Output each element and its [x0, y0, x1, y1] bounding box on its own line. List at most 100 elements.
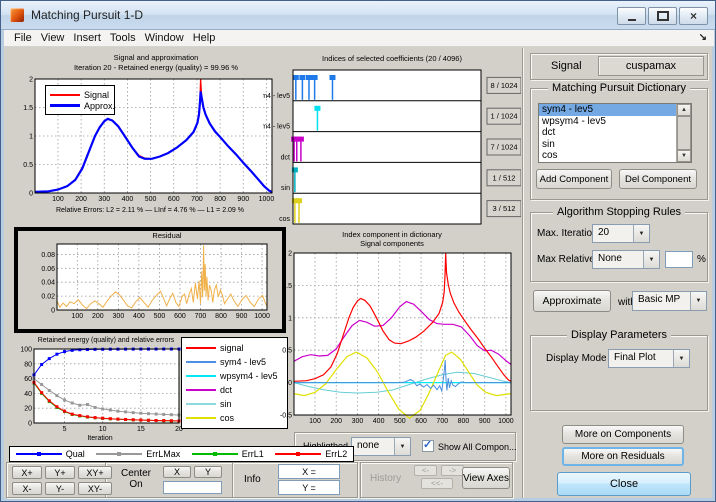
max-relative-input[interactable] — [665, 251, 693, 268]
svg-text:0.5: 0.5 — [282, 348, 292, 355]
scroll-down-icon[interactable]: ▼ — [677, 150, 691, 162]
indices-plot[interactable]: sym4 - lev5 8 / 1024 wpsym4 - lev5 1 / 1024… — [263, 66, 521, 228]
svg-text:cos: cos — [279, 216, 290, 223]
zoom-xy-minus-button[interactable]: XY- — [78, 482, 112, 495]
approximate-button[interactable]: Approximate — [533, 290, 611, 312]
svg-text:900: 900 — [236, 313, 248, 320]
minimize-button[interactable] — [617, 7, 646, 25]
title-bar[interactable]: Matching Pursuit 1-D × — [1, 1, 715, 30]
dictionary-item[interactable]: cos — [542, 150, 558, 162]
center-value-input[interactable] — [163, 481, 222, 494]
svg-text:400: 400 — [133, 313, 145, 320]
display-mode-dropdown[interactable]: Final Plot ▼ — [608, 349, 690, 368]
menu-item-insert[interactable]: Insert — [73, 32, 101, 44]
signal-value: cuspamax — [598, 56, 704, 76]
signal-frame — [530, 53, 708, 80]
svg-text:700: 700 — [191, 196, 203, 203]
show-all-label: Show All Compon... — [438, 442, 517, 452]
center-x-button[interactable]: X — [163, 466, 191, 478]
svg-text:200: 200 — [75, 196, 87, 203]
dictionary-listbox[interactable]: sym4 - lev5 wpsym4 - lev5 dct sin cos ▲ ▼ — [538, 103, 692, 163]
max-relative-dropdown[interactable]: None ▼ — [592, 250, 660, 269]
svg-text:0.04: 0.04 — [41, 280, 55, 287]
dock-figure-icon[interactable]: ↘ — [698, 32, 707, 43]
svg-text:8 / 1024: 8 / 1024 — [490, 81, 517, 90]
dictionary-item[interactable]: wpsym4 - lev5 — [542, 115, 606, 127]
max-iterations-label: Max. Iterations — [537, 228, 603, 239]
svg-text:1000: 1000 — [259, 196, 275, 203]
energy-plot[interactable]: 5 10 15 20 0 20 40 60 80 100 — [16, 345, 184, 435]
zoom-x-minus-button[interactable]: X- — [12, 482, 42, 495]
center-y-button[interactable]: Y — [194, 466, 222, 478]
signal-label: Signal — [551, 60, 582, 72]
svg-text:1000: 1000 — [254, 313, 270, 320]
svg-text:100: 100 — [309, 418, 321, 425]
svg-text:0.06: 0.06 — [41, 266, 55, 273]
residual-plot[interactable]: 100 200 300 400 500 600 700 800 900 1000 0 0.02 0.04… — [19, 240, 275, 326]
zoom-y-minus-button[interactable]: Y- — [45, 482, 75, 495]
menu-item-file[interactable]: File — [14, 32, 32, 44]
info-x-field[interactable]: X = — [278, 464, 340, 479]
dictionary-item[interactable]: dct — [542, 127, 556, 139]
svg-text:900: 900 — [479, 418, 491, 425]
show-all-checkbox[interactable]: ✓ — [422, 439, 434, 452]
max-relative-label: Max Relative — [537, 254, 595, 265]
svg-text:900: 900 — [237, 196, 249, 203]
chevron-down-icon: ▼ — [690, 292, 706, 310]
add-component-button[interactable]: Add Component — [536, 169, 612, 189]
del-component-button[interactable]: Del Component — [619, 169, 697, 189]
close-button[interactable]: Close — [557, 472, 691, 496]
more-on-components-button[interactable]: More on Components — [562, 425, 684, 444]
toolbar-separator — [105, 463, 106, 497]
svg-text:500: 500 — [145, 196, 157, 203]
max-iterations-dropdown[interactable]: 20 ▼ — [592, 224, 650, 243]
zoom-x-plus-button[interactable]: X+ — [12, 466, 42, 479]
svg-text:1.5: 1.5 — [282, 283, 292, 290]
scroll-up-icon[interactable]: ▲ — [677, 104, 691, 116]
indices-title: Indices of selected coefficients (20 / 4… — [322, 54, 462, 63]
method-dropdown[interactable]: Basic MP ▼ — [632, 291, 707, 311]
dictionary-group-title: Matching Pursuit Dictionary — [548, 82, 690, 94]
dictionary-item[interactable]: sin — [542, 138, 555, 150]
svg-text:1000: 1000 — [498, 418, 514, 425]
svg-text:sin: sin — [281, 185, 290, 192]
close-window-button[interactable]: × — [679, 7, 708, 25]
toolbar-separator — [232, 463, 233, 497]
menu-item-help[interactable]: Help — [192, 32, 216, 44]
svg-text:0.02: 0.02 — [41, 294, 55, 301]
menu-item-window[interactable]: Window — [144, 32, 184, 44]
more-on-residuals-button[interactable]: More on Residuals — [562, 447, 684, 466]
zoom-xy-plus-button[interactable]: XY+ — [78, 466, 112, 479]
components-title: Signal components — [360, 239, 424, 248]
svg-text:1 / 512: 1 / 512 — [493, 173, 516, 182]
dictionary-item[interactable]: sym4 - lev5 — [539, 104, 677, 116]
zoom-y-plus-button[interactable]: Y+ — [45, 466, 75, 479]
energy-legend-strip: Qual ErrLMax ErrL1 ErrL2 — [9, 446, 354, 462]
center-on-label: Center On — [120, 468, 151, 490]
history-rewind-button[interactable]: <<- — [421, 478, 453, 489]
history-back-button[interactable]: <- — [414, 465, 437, 476]
svg-text:700: 700 — [195, 313, 207, 320]
window-title: Matching Pursuit 1-D — [31, 8, 144, 22]
info-y-field[interactable]: Y = — [278, 480, 340, 495]
menu-item-tools[interactable]: Tools — [109, 32, 136, 44]
menu-item-view[interactable]: View — [40, 32, 65, 44]
signal-approx-subtitle: Iteration 20 - Retained energy (quality)… — [73, 63, 239, 72]
svg-text:1: 1 — [288, 315, 292, 322]
matlab-app-icon — [10, 8, 24, 22]
svg-text:60: 60 — [24, 376, 32, 383]
svg-text:wpsym4 - lev5: wpsym4 - lev5 — [263, 124, 290, 131]
svg-text:sym4 - lev5: sym4 - lev5 — [263, 93, 290, 100]
chevron-down-icon: ▼ — [673, 350, 689, 367]
listbox-scrollbar[interactable]: ▲ ▼ — [676, 104, 691, 162]
view-axes-button[interactable]: View Axes — [462, 467, 510, 489]
history-forward-button[interactable]: -> — [441, 465, 464, 476]
svg-text:0: 0 — [29, 191, 33, 198]
highlighted-dropdown[interactable]: none ▼ — [351, 437, 411, 456]
components-plot[interactable]: 100 200 300 400 500 600 700 800 900 1000 -0.5 0 0.5 1… — [263, 247, 521, 433]
scrollbar-thumb[interactable] — [677, 116, 691, 150]
svg-text:600: 600 — [415, 418, 427, 425]
maximize-button[interactable] — [648, 7, 677, 25]
history-label: History — [370, 473, 402, 484]
residual-selected-frame[interactable] — [14, 227, 286, 333]
